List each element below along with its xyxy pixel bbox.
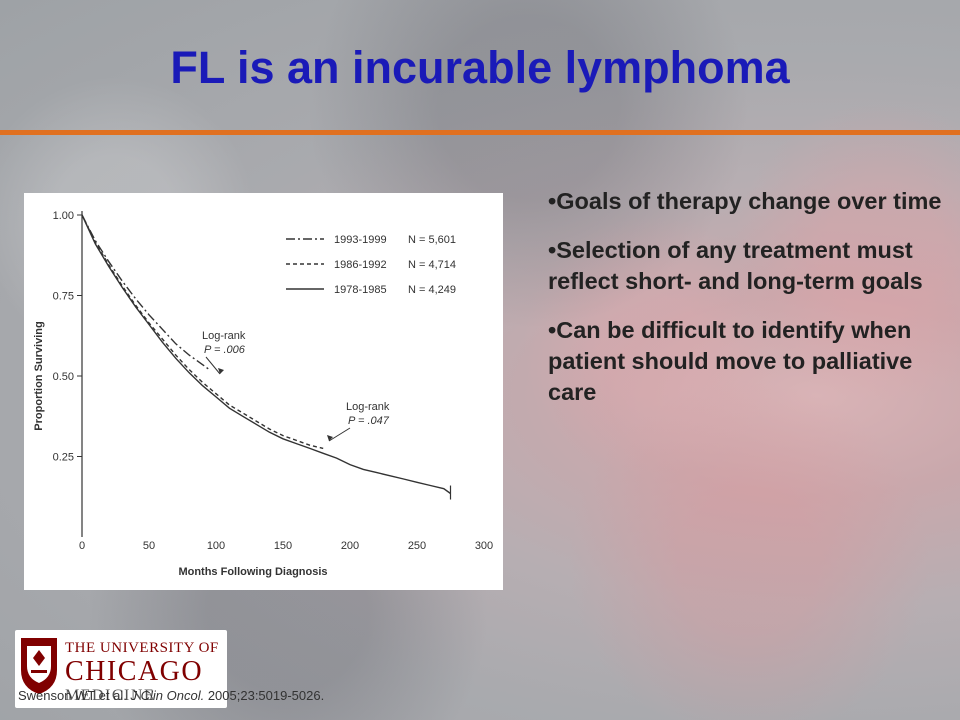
- bullet-text: Selection of any treatment must reflect …: [548, 237, 923, 294]
- survival-chart-panel: 0.25 0.50 0.75 1.00 0 50 100 150 200 250 300 Months…: [24, 193, 503, 590]
- title-divider: [0, 130, 960, 135]
- y-tick-label: 0.75: [53, 291, 74, 303]
- bullet-text: Goals of therapy change over time: [556, 188, 942, 214]
- legend-label: 1986-1992: [334, 259, 387, 271]
- annotation-label: Log-rank: [346, 401, 390, 413]
- legend-label: 1978-1985: [334, 284, 387, 296]
- logo-chicago: CHICAGO: [65, 656, 204, 687]
- bullet-marker: •: [548, 188, 557, 214]
- y-tick-label: 0.25: [53, 452, 74, 464]
- annotation-arrowhead: [218, 368, 224, 374]
- x-tick-label: 150: [274, 540, 292, 552]
- bullet-item: •Selection of any treatment must reflect…: [548, 235, 948, 297]
- annotation-arrowhead: [327, 435, 333, 441]
- bullet-text: Can be difficult to identify when patien…: [548, 317, 913, 405]
- bullet-marker: •: [548, 317, 557, 343]
- logo-medicine: MEDICINE: [65, 687, 156, 704]
- x-axis-label: Months Following Diagnosis: [178, 566, 327, 578]
- bullet-item: •Goals of therapy change over time: [548, 186, 948, 217]
- series-line-1978-1985: [81, 214, 451, 495]
- citation-journal: J Clin Oncol.: [130, 688, 205, 703]
- x-tick-label: 300: [475, 540, 493, 552]
- y-tick-label: 0.50: [53, 371, 74, 383]
- annotation-arrow: [328, 427, 351, 442]
- bullet-item: •Can be difficult to identify when patie…: [548, 315, 948, 408]
- x-tick-label: 0: [79, 540, 85, 552]
- y-tick-label: 1.00: [53, 210, 74, 222]
- university-logo: THE UNIVERSITY OF CHICAGO MEDICINE: [15, 630, 227, 708]
- x-tick-label: 200: [341, 540, 359, 552]
- series-line-1986-1992: [81, 214, 324, 450]
- university-shield-icon: [21, 638, 57, 694]
- x-tick-label: 50: [143, 540, 155, 552]
- legend-count: N = 5,601: [408, 234, 456, 246]
- x-tick-label: 100: [207, 540, 225, 552]
- annotation-pvalue: P = .047: [348, 415, 390, 427]
- citation-authors: Swenson WT et al.: [18, 688, 127, 703]
- survival-chart: 0.25 0.50 0.75 1.00 0 50 100 150 200 250 300 Months…: [33, 210, 493, 578]
- citation: Swenson WT et al. J Clin Oncol. 2005;23:…: [18, 688, 324, 703]
- bullet-list: •Goals of therapy change over time •Sele…: [548, 186, 948, 426]
- annotation-arrow: [205, 356, 221, 375]
- x-tick-label: 250: [408, 540, 426, 552]
- bullet-marker: •: [548, 237, 557, 263]
- legend-count: N = 4,714: [408, 259, 456, 271]
- annotation-label: Log-rank: [202, 330, 246, 342]
- slide-title: FL is an incurable lymphoma: [170, 42, 790, 93]
- citation-details: 2005;23:5019-5026.: [207, 688, 325, 703]
- legend-count: N = 4,249: [408, 284, 456, 296]
- y-axis-label: Proportion Surviving: [33, 321, 45, 430]
- logo-university-of: THE UNIVERSITY OF: [65, 640, 219, 656]
- series-line-1993-1999: [81, 214, 210, 371]
- annotation-pvalue: P = .006: [204, 344, 246, 356]
- legend-label: 1993-1999: [334, 234, 387, 246]
